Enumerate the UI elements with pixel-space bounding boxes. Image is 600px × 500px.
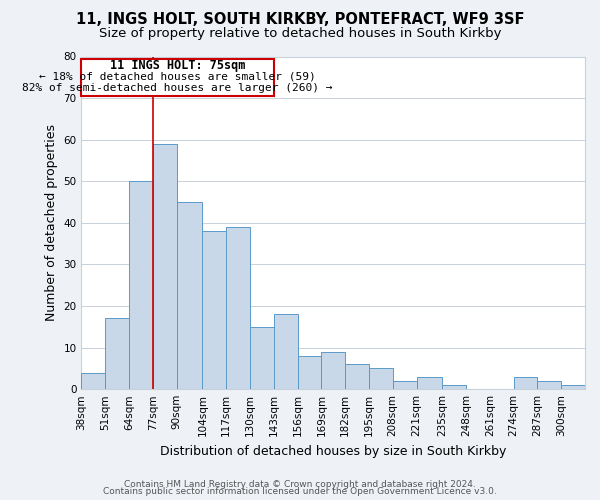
Bar xyxy=(442,385,466,389)
Bar xyxy=(274,314,298,389)
Bar xyxy=(250,327,274,389)
Bar xyxy=(393,381,416,389)
Bar xyxy=(153,144,176,389)
Bar xyxy=(514,376,538,389)
Bar xyxy=(416,376,442,389)
Bar xyxy=(105,318,129,389)
Bar xyxy=(202,231,226,389)
Text: 11 INGS HOLT: 75sqm: 11 INGS HOLT: 75sqm xyxy=(110,59,245,72)
Bar xyxy=(561,385,585,389)
Bar xyxy=(82,58,274,96)
Text: Contains public sector information licensed under the Open Government Licence v3: Contains public sector information licen… xyxy=(103,488,497,496)
Bar xyxy=(345,364,369,389)
Bar xyxy=(369,368,393,389)
Text: Size of property relative to detached houses in South Kirkby: Size of property relative to detached ho… xyxy=(99,28,501,40)
Text: 11, INGS HOLT, SOUTH KIRKBY, PONTEFRACT, WF9 3SF: 11, INGS HOLT, SOUTH KIRKBY, PONTEFRACT,… xyxy=(76,12,524,28)
Bar xyxy=(538,381,561,389)
Bar xyxy=(298,356,322,389)
Text: ← 18% of detached houses are smaller (59): ← 18% of detached houses are smaller (59… xyxy=(39,72,316,82)
Bar xyxy=(322,352,345,389)
Bar xyxy=(226,227,250,389)
Bar xyxy=(82,372,105,389)
X-axis label: Distribution of detached houses by size in South Kirkby: Distribution of detached houses by size … xyxy=(160,444,506,458)
Text: Contains HM Land Registry data © Crown copyright and database right 2024.: Contains HM Land Registry data © Crown c… xyxy=(124,480,476,489)
Bar xyxy=(129,182,153,389)
Text: 82% of semi-detached houses are larger (260) →: 82% of semi-detached houses are larger (… xyxy=(22,82,333,92)
Y-axis label: Number of detached properties: Number of detached properties xyxy=(45,124,58,322)
Bar xyxy=(176,202,202,389)
